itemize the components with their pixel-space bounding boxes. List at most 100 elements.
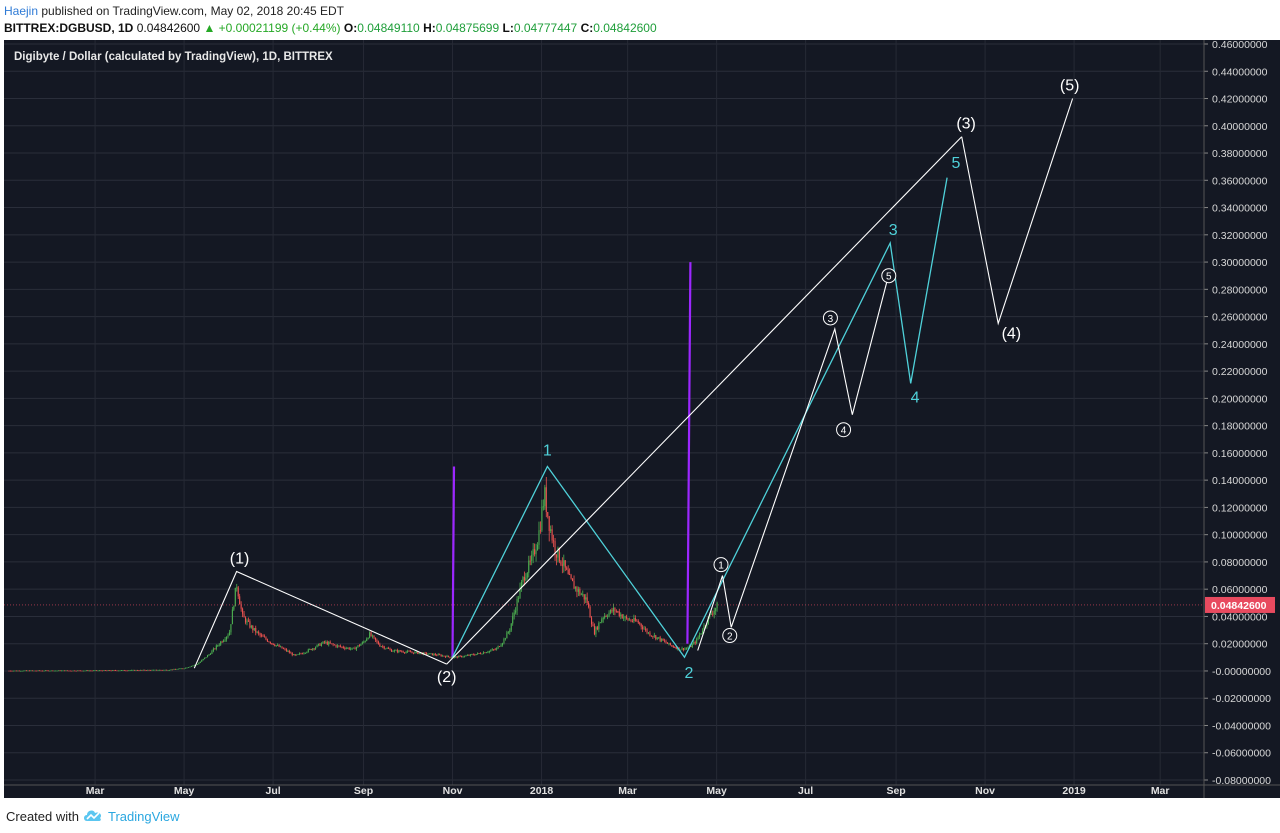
high-label: H: <box>423 21 436 35</box>
x-tick-label: 2019 <box>1062 785 1086 797</box>
candle-body <box>188 667 190 668</box>
candle-body <box>306 651 308 653</box>
x-tick-label: Nov <box>975 785 995 797</box>
candle-body <box>198 662 200 665</box>
candle-body <box>282 648 285 650</box>
candle-body <box>539 530 541 532</box>
candle-body <box>27 670 29 672</box>
candle-body <box>157 670 159 671</box>
candle-body <box>627 618 629 621</box>
candle-body <box>380 646 382 648</box>
author-link[interactable]: Haejin <box>4 4 39 18</box>
candle-body <box>75 670 77 672</box>
y-tick-label: 0.06000000 <box>1212 584 1268 596</box>
circled-wave-marker <box>836 422 852 438</box>
y-tick-label: -0.02000000 <box>1212 693 1271 705</box>
candle-body <box>263 636 266 638</box>
candle-body <box>268 641 270 643</box>
candle-body <box>364 640 366 642</box>
chart-title: Digibyte / Dollar (calculated by Trading… <box>14 51 333 63</box>
candle-body <box>471 654 473 656</box>
candle-body <box>280 646 282 648</box>
candle-body <box>46 670 48 672</box>
candle-body <box>461 655 463 658</box>
candle-body <box>122 670 124 671</box>
candle-body <box>309 648 311 650</box>
candle-body <box>320 643 322 646</box>
candle-body <box>74 670 76 672</box>
candle-body <box>202 658 204 661</box>
candle-body <box>480 653 482 655</box>
candle-body <box>225 636 228 640</box>
candle-body <box>715 608 717 611</box>
purple-volume-line <box>686 262 692 644</box>
candle-body <box>132 669 134 671</box>
candle-body <box>243 613 245 618</box>
candle-body <box>182 668 184 670</box>
candle-body <box>611 609 613 612</box>
candle-body <box>344 647 346 649</box>
candle-body <box>247 620 249 622</box>
candle-body <box>112 670 114 671</box>
candle-body <box>91 670 93 672</box>
candle-body <box>113 670 115 671</box>
candle-body <box>44 670 47 672</box>
candle-body <box>265 637 267 640</box>
candle-body <box>385 648 387 650</box>
candle-body <box>529 560 531 562</box>
candle-body <box>34 670 36 672</box>
candle-body <box>61 670 63 672</box>
candle-body <box>513 612 515 617</box>
candle-body <box>272 643 274 645</box>
candle-body <box>49 670 51 672</box>
symbol-label[interactable]: BITTREX:DGBUSD, 1D <box>4 21 134 35</box>
candle-body <box>570 575 572 579</box>
tradingview-brand-link[interactable]: TradingView <box>108 809 180 824</box>
candle-body <box>566 567 568 570</box>
x-tick-label: May <box>706 785 727 797</box>
candle-body <box>707 616 709 624</box>
wave-label: 5 <box>951 155 960 172</box>
candle-body <box>645 628 647 630</box>
candle-body <box>160 669 162 671</box>
candle-body <box>15 670 17 672</box>
candle-body <box>323 641 325 643</box>
candle-body <box>334 644 336 646</box>
candle-body <box>669 642 671 646</box>
candle-body <box>636 620 638 622</box>
candle-body <box>237 587 239 597</box>
candle-body <box>23 670 25 672</box>
candle-body <box>354 647 356 650</box>
candle-body <box>85 670 87 672</box>
chart-area[interactable]: 0.46000000 0.44000000 0.42000000 0.40000000… <box>4 39 1280 798</box>
circled-wave-marker <box>713 557 729 573</box>
candle-body <box>40 670 42 672</box>
candle-body <box>355 647 358 650</box>
candle-body <box>582 594 584 596</box>
candle-body <box>230 624 232 633</box>
candle-body <box>107 670 109 671</box>
candle-body <box>687 647 689 649</box>
candle-body <box>120 670 122 671</box>
candle-body <box>469 654 471 656</box>
candle-body <box>474 654 476 656</box>
candle-body <box>84 670 86 672</box>
candle-body <box>58 670 60 672</box>
candle-body <box>294 654 296 656</box>
candle-body <box>196 664 198 666</box>
candle-body <box>215 645 217 649</box>
price-chart[interactable]: 0.46000000 0.44000000 0.42000000 0.40000000… <box>4 39 1280 798</box>
wave-label: (3) <box>956 116 976 133</box>
candle-body <box>367 637 369 639</box>
candle-body <box>363 641 365 643</box>
candle-body <box>37 670 39 672</box>
candle-body <box>119 670 121 672</box>
low-label: L: <box>502 21 514 35</box>
tradingview-cloud-icon[interactable] <box>82 806 104 824</box>
candle-body <box>371 635 374 637</box>
candle-body <box>554 541 556 555</box>
white-wave-line <box>697 274 890 651</box>
candle-body <box>183 668 185 670</box>
candle-body <box>442 655 444 657</box>
candle-body <box>250 625 252 628</box>
